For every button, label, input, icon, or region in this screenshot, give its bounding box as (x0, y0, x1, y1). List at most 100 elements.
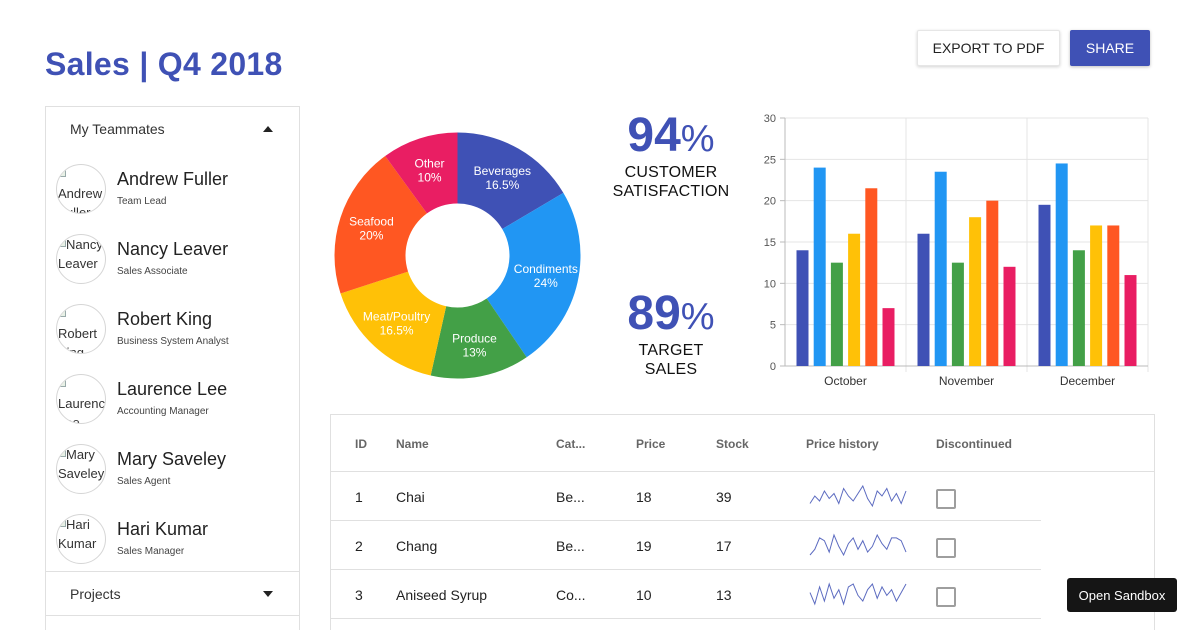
slice-value-label: 20% (359, 229, 383, 243)
y-tick-label: 0 (770, 361, 776, 373)
price-history-sparkline (809, 484, 907, 508)
cell-price: 10 (636, 587, 652, 603)
teammate-name: Robert King (117, 309, 213, 329)
page-title: Sales | Q4 2018 (45, 46, 283, 82)
avatar: Robert King (56, 304, 106, 354)
bar (1038, 204, 1051, 366)
discontinued-checkbox[interactable] (936, 489, 956, 509)
slice-label: Meat/Poultry (363, 309, 430, 323)
sparkline-path (809, 484, 907, 508)
teammate-item[interactable]: Hari Kumar Hari Kumar Sales Manager (56, 509, 296, 569)
open-sandbox-button[interactable]: Open Sandbox (1067, 578, 1177, 612)
column-header-id[interactable]: ID (355, 437, 367, 451)
table-row[interactable]: 2 Chang Be... 19 17 (331, 521, 1041, 570)
cell-category: Co... (556, 587, 586, 603)
teammate-role: Business System Analyst (117, 336, 229, 347)
teammate-role: Team Lead (117, 196, 167, 207)
bar (796, 250, 809, 366)
grid-header: ID Name Cat... Price Stock Price history… (331, 415, 1154, 472)
discontinued-checkbox[interactable] (936, 587, 956, 607)
teammate-name: Laurence Lee (117, 379, 228, 399)
bar (1124, 275, 1137, 366)
cell-id: 1 (355, 489, 363, 505)
caret-down-icon (263, 591, 273, 597)
cell-name: Chang (396, 538, 438, 554)
table-row[interactable]: 1 Chai Be... 18 39 (331, 472, 1041, 521)
projects-header[interactable]: Projects (46, 571, 299, 616)
kpi-value: 89% (627, 287, 715, 340)
slice-value-label: 16.5% (380, 323, 414, 337)
teammates-header[interactable]: My Teammates (46, 107, 299, 151)
column-header-category[interactable]: Cat... (556, 437, 586, 451)
kpi-label: TARGET SALES (638, 342, 704, 378)
bar (986, 200, 999, 366)
slice-label: Seafood (349, 215, 394, 229)
donut-slice (385, 132, 458, 214)
cell-category: Be... (556, 538, 585, 554)
teammate-item[interactable]: Nancy Leaver Nancy Leaver Sales Associate (56, 229, 296, 289)
table-row[interactable]: 3 Aniseed Syrup Co... 10 13 (331, 570, 1041, 619)
donut-slice (486, 192, 581, 358)
sparkline-path (809, 533, 907, 557)
x-tick-label: November (939, 374, 994, 388)
bar (848, 233, 861, 366)
slice-label: Condiments (514, 262, 578, 276)
slice-label: Other (415, 156, 445, 170)
bar (951, 262, 964, 366)
column-header-price[interactable]: Price (636, 437, 666, 451)
discontinued-checkbox[interactable] (936, 538, 956, 558)
teammate-role: Accounting Manager (117, 406, 209, 417)
y-tick-label: 5 (770, 320, 776, 332)
slice-value-label: 13% (462, 345, 486, 359)
projects-label: Projects (70, 585, 121, 602)
teammate-item[interactable]: Robert King Robert King Business System A… (56, 299, 296, 359)
kpi-customer-satisfaction: 94% CUSTOMER SATISFACTION (591, 108, 751, 201)
column-header-stock[interactable]: Stock (716, 437, 749, 451)
donut-slice (430, 298, 527, 379)
avatar: Nancy Leaver (56, 234, 106, 284)
avatar: Mary Saveley (56, 444, 106, 494)
share-button[interactable]: SHARE (1070, 30, 1150, 66)
donut-slice (457, 132, 564, 230)
bar (969, 217, 982, 366)
export-pdf-button[interactable]: EXPORT TO PDF (917, 30, 1060, 66)
bar (1003, 266, 1016, 366)
bar (1072, 250, 1085, 366)
donut-slice (334, 155, 427, 294)
cell-name: Chai (396, 489, 425, 505)
teammate-role: Sales Agent (117, 476, 171, 487)
broken-image-icon (58, 308, 66, 317)
cell-name: Aniseed Syrup (396, 587, 488, 603)
y-tick-label: 10 (764, 278, 776, 290)
column-header-price-history[interactable]: Price history (806, 437, 879, 451)
teammate-name: Nancy Leaver (117, 239, 229, 259)
bar (830, 262, 843, 366)
x-tick-label: December (1060, 374, 1115, 388)
slice-value-label: 10% (418, 170, 442, 184)
broken-image-icon (58, 518, 66, 527)
kpi-target-sales: 89% TARGET SALES (591, 286, 751, 379)
cell-id: 3 (355, 587, 363, 603)
avatar: Hari Kumar (56, 514, 106, 564)
broken-image-icon (58, 378, 66, 387)
broken-image-icon (58, 448, 66, 457)
bar (917, 233, 930, 366)
bar (813, 167, 826, 366)
slice-label: Beverages (474, 164, 531, 178)
teammate-item[interactable]: Mary Saveley Mary Saveley Sales Agent (56, 439, 296, 499)
y-tick-label: 20 (764, 196, 776, 208)
cell-category: Be... (556, 489, 585, 505)
teammates-panel: My Teammates Andrew Fuller Andrew Fuller … (45, 106, 300, 630)
slice-value-label: 16.5% (485, 178, 519, 192)
column-header-discontinued[interactable]: Discontinued (936, 437, 1013, 451)
category-donut-chart: Beverages16.5%Condiments24%Produce13%Mea… (334, 132, 581, 379)
column-header-name[interactable]: Name (396, 437, 429, 451)
y-tick-label: 25 (764, 154, 776, 166)
cell-stock: 39 (716, 489, 732, 505)
y-tick-label: 15 (764, 237, 776, 249)
teammate-item[interactable]: Andrew Fuller Andrew Fuller Team Lead (56, 159, 296, 219)
price-history-sparkline (809, 533, 907, 557)
bar (934, 171, 947, 366)
